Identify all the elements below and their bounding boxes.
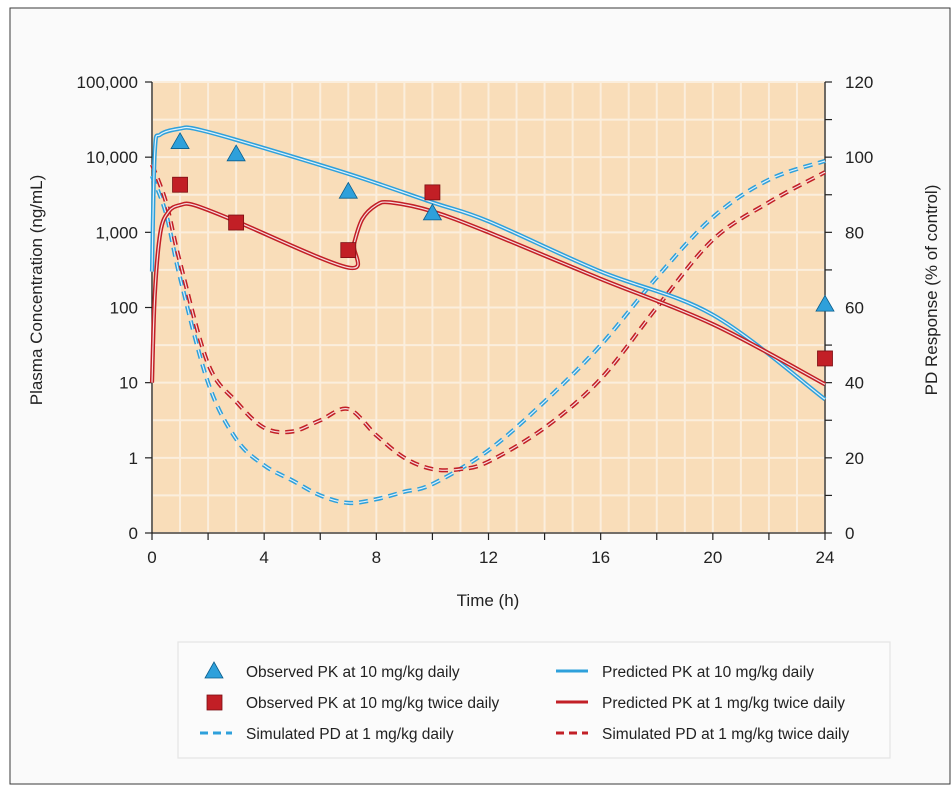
- square-marker: [340, 242, 357, 259]
- triangle-marker: [338, 181, 358, 199]
- legend: Observed PK at 10 mg/kg daily Predicted P…: [200, 661, 849, 743]
- legend-label: Predicted PK at 10 mg/kg daily: [602, 664, 814, 681]
- x-tick-label: 24: [816, 548, 835, 567]
- series-simulated-pd-at-1-mg-kg-daily-line-core: [151, 160, 826, 504]
- series-predicted-pk-at-1-mg-kg-twice-daily-line-core: [151, 201, 826, 385]
- legend-label: Observed PK at 10 mg/kg twice daily: [246, 695, 500, 712]
- series-predicted-pk-at-10-mg-kg-daily: [149, 125, 827, 401]
- square-marker: [817, 350, 833, 367]
- series-layer: [149, 125, 835, 506]
- legend-label: Simulated PD at 1 mg/kg twice daily: [602, 726, 849, 743]
- legend-label: Simulated PD at 1 mg/kg daily: [246, 726, 454, 743]
- legend-box: [177, 641, 891, 759]
- y-left-tick-label: 10: [119, 374, 138, 393]
- axes: 0 4 8 12 16 20 24 0 1 10 100 1,000 10,000 100,000 0 20 4…: [77, 73, 874, 567]
- series-observed-pk-at-10-mg-kg-daily: [170, 132, 835, 312]
- x-tick-label: 8: [372, 548, 381, 567]
- y-left-tick-label: 1,000: [95, 223, 138, 242]
- square-marker: [228, 214, 245, 231]
- legend-label: Predicted PK at 1 mg/kg twice daily: [602, 695, 845, 712]
- y-axis-right-title: PD Response (% of control): [922, 185, 941, 396]
- legend-item: Observed PK at 10 mg/kg twice daily: [206, 694, 500, 712]
- x-axis-title: Time (h): [457, 591, 520, 610]
- x-tick-label: 20: [703, 548, 722, 567]
- series-observed-pk-at-10-mg-kg-twice-daily: [172, 176, 833, 367]
- y-right-tick-label: 0: [845, 524, 854, 543]
- y-left-tick-label: 100: [110, 299, 138, 318]
- y-right-tick-label: 20: [845, 449, 864, 468]
- legend-label: Observed PK at 10 mg/kg daily: [246, 664, 460, 681]
- y-axis-left-title: Plasma Concentration (ng/mL): [27, 175, 46, 406]
- legend-item: Predicted PK at 10 mg/kg daily: [556, 664, 814, 681]
- triangle-marker: [226, 144, 246, 162]
- y-right-tick-label: 80: [845, 223, 864, 242]
- y-left-tick-label: 0: [129, 524, 138, 543]
- y-right-tick-label: 100: [845, 148, 873, 167]
- legend-item: Simulated PD at 1 mg/kg daily: [200, 726, 454, 743]
- legend-item: Predicted PK at 1 mg/kg twice daily: [556, 695, 845, 712]
- series-predicted-pk-at-10-mg-kg-daily-line-core: [151, 126, 826, 400]
- triangle-marker: [422, 203, 443, 221]
- y-left-tick-label: 100,000: [77, 73, 138, 92]
- legend-triangle-swatch: [204, 661, 224, 679]
- x-tick-label: 16: [591, 548, 610, 567]
- y-left-tick-label: 1: [129, 449, 138, 468]
- y-left-tick-label: 10,000: [86, 148, 138, 167]
- series-predicted-pk-at-1-mg-kg-twice-daily: [149, 199, 826, 387]
- series-simulated-pd-at-1-mg-kg-daily: [150, 158, 826, 506]
- y-right-tick-label: 40: [845, 374, 864, 393]
- y-right-tick-label: 60: [845, 299, 864, 318]
- x-tick-label: 12: [479, 548, 498, 567]
- square-marker: [424, 184, 441, 201]
- y-right-tick-label: 120: [845, 73, 873, 92]
- square-marker: [172, 176, 188, 193]
- legend-square-swatch: [206, 694, 223, 711]
- x-tick-label: 0: [147, 548, 156, 567]
- x-tick-label: 4: [259, 548, 268, 567]
- legend-item: Observed PK at 10 mg/kg daily: [204, 661, 460, 681]
- triangle-marker: [170, 132, 190, 149]
- triangle-marker: [815, 294, 835, 312]
- legend-item: Simulated PD at 1 mg/kg twice daily: [556, 726, 849, 743]
